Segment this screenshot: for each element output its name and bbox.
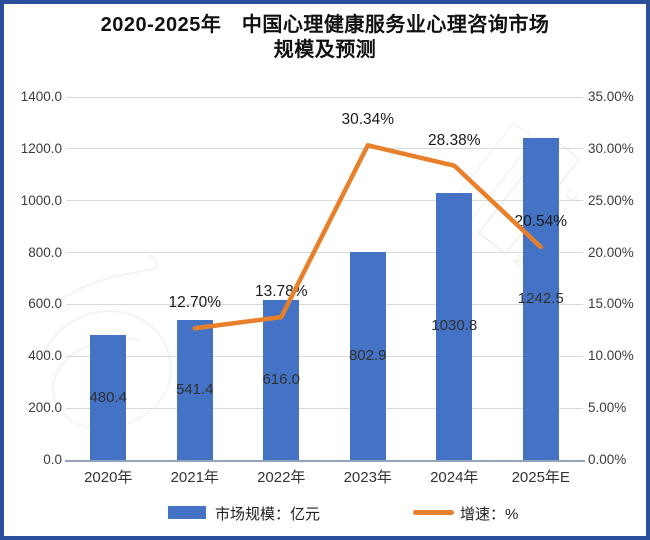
x-axis-tick-label: 2023年 [343,469,392,486]
bar [90,335,127,460]
chart-title-line2: 规模及预测 [273,39,377,61]
bar-value-label: 480.4 [89,388,128,406]
grid-line [66,148,583,150]
y-axis-tick-left: 1000.0 [20,192,62,208]
bar [522,137,559,460]
y-axis-tick-right: 25.00% [588,192,634,208]
growth-line [192,143,543,331]
bar [263,300,300,460]
x-axis-tick-label: 2022年 [257,469,306,486]
x-axis-tick-label: 2025年E [511,469,570,486]
y-axis-tick-right: 5.00% [588,400,627,416]
y-axis-tick-left: 200.0 [28,400,62,416]
grid-line [66,200,583,202]
grid-line [66,303,583,305]
y-axis-tick-right: 15.00% [588,296,634,312]
bar-series-swatch-icon [168,506,206,519]
x-axis-tick-label: 2021年 [170,469,219,486]
y-axis-tick-right: 30.00% [588,140,634,156]
line-point-label: 28.38% [427,131,481,149]
bar [436,192,473,460]
legend-label-growth-rate: 增速：% [460,506,519,523]
bar-value-label: 1030.8 [431,317,478,335]
grid-line [66,355,583,357]
bar-value-label: 802.9 [348,346,387,364]
grid-line [66,407,583,409]
y-axis-tick-left: 600.0 [28,296,62,312]
line-point-label: 20.54% [514,212,568,230]
y-axis-tick-right: 20.00% [588,244,634,260]
chart-title-line1: 2020-2025年 中国心理健康服务业心理咨询市场 [100,14,550,36]
chart-title: 2020-2025年 中国心理健康服务业心理咨询市场 规模及预测 [0,13,650,63]
line-point-label: 12.70% [168,294,222,312]
legend-label-market-size: 市场规模：亿元 [215,506,321,523]
y-axis-tick-left: 0.0 [43,452,62,467]
line-point-label: 30.34% [341,111,395,129]
x-axis-tick-label: 2020年 [84,469,133,486]
y-axis-tick-right: 35.00% [588,89,634,104]
bar-value-label: 541.4 [175,380,214,398]
y-axis-tick-left: 400.0 [28,348,62,364]
y-axis-tick-left: 1200.0 [20,140,62,156]
y-axis-tick-left: 800.0 [28,244,62,260]
y-axis-tick-right: 0.00% [588,452,627,467]
bar-value-label: 616.0 [262,371,301,389]
bar [176,319,213,460]
x-axis-tick-label: 2024年 [430,469,479,486]
y-axis-tick-left: 1400.0 [20,89,62,104]
legend: 市场规模：亿元 增速：% [0,500,650,528]
y-axis-tick-right: 10.00% [588,348,634,364]
line-series-swatch-icon [413,510,454,515]
bar [349,251,386,460]
bar-value-label: 1242.5 [517,289,564,307]
x-axis-line [65,460,585,462]
grid-line [66,96,583,98]
grid-line [66,252,583,254]
